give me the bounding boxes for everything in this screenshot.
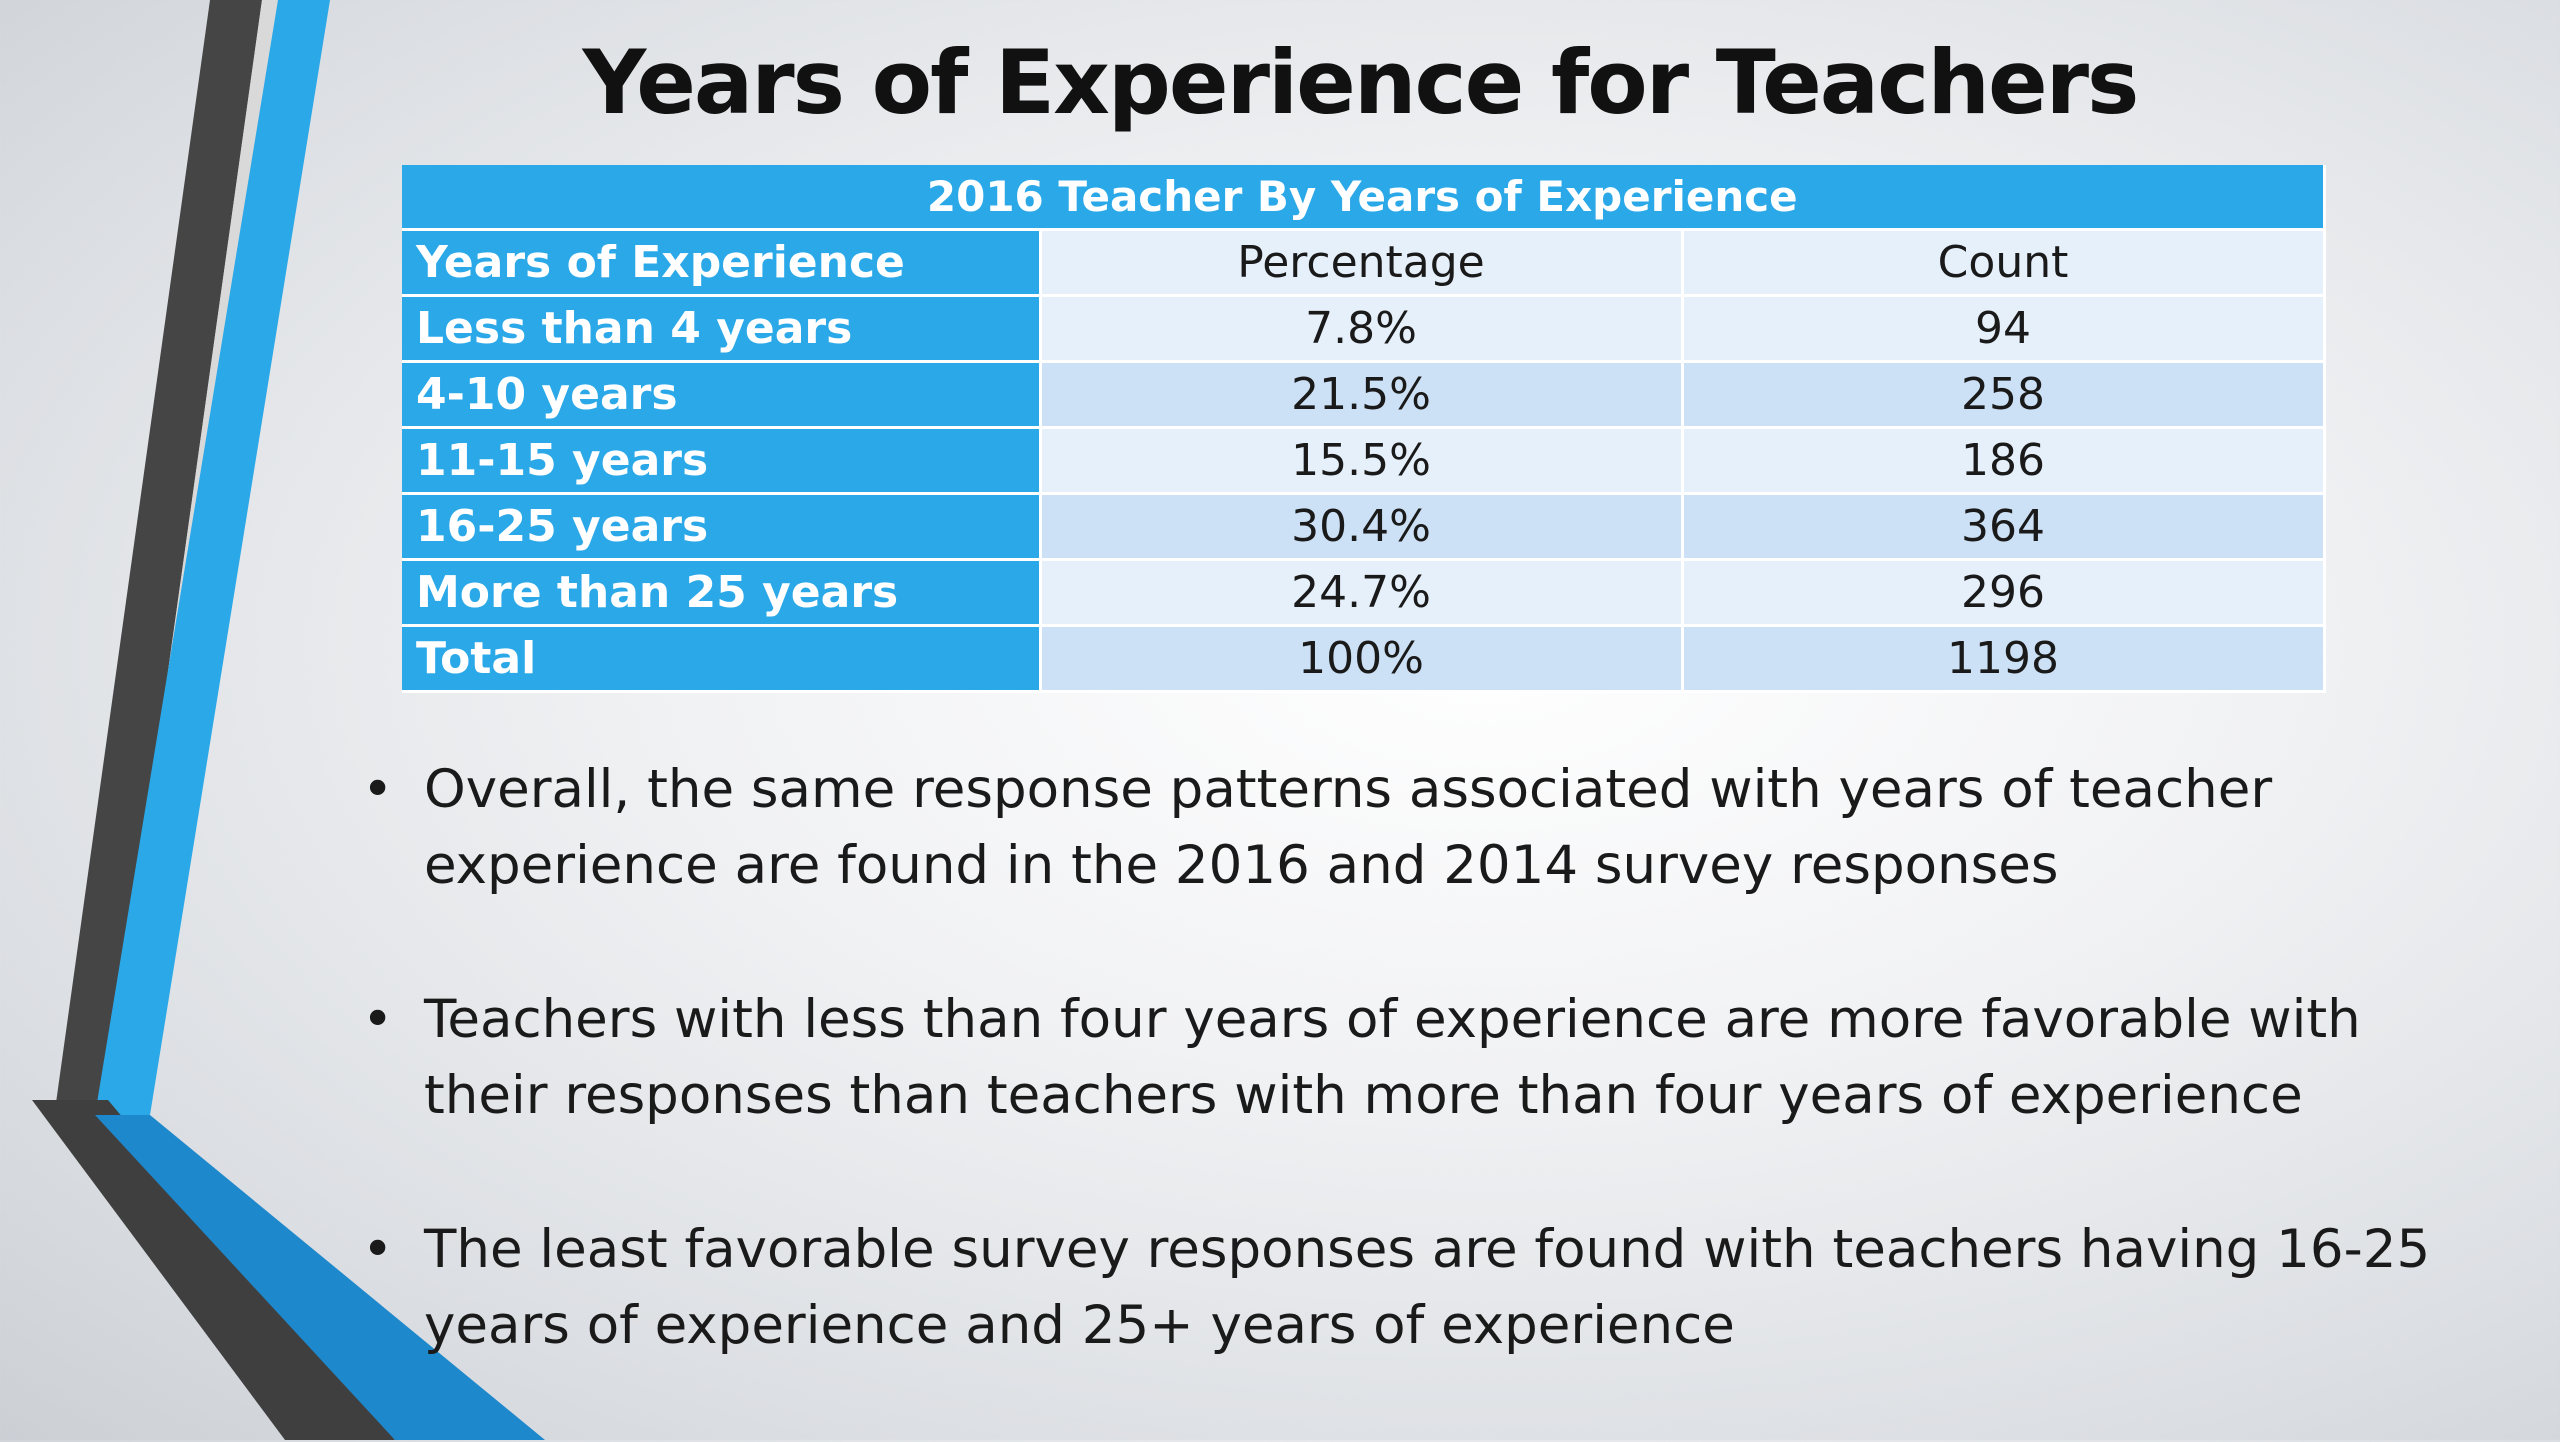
- bullet-text: Teachers with less than four years of ex…: [424, 989, 2361, 1126]
- blue-vertical-stripe: [95, 0, 330, 1115]
- row-count: 258: [1682, 361, 2326, 429]
- dark-gray-vertical-stripe: [55, 0, 262, 1110]
- bullet-text: Overall, the same response patterns asso…: [424, 759, 2273, 896]
- bullet-item: • The least favorable survey responses a…: [360, 1212, 2500, 1364]
- row-count: 364: [1682, 493, 2326, 561]
- table-total-row: Total 100% 1198: [402, 625, 2326, 693]
- bullet-list: • Overall, the same response patterns as…: [360, 752, 2500, 1442]
- row-count: 94: [1682, 295, 2326, 363]
- row-count: 1198: [1682, 625, 2326, 693]
- row-count: 296: [1682, 559, 2326, 627]
- experience-table: 2016 Teacher By Years of Experience Year…: [402, 165, 2326, 693]
- blue-diagonal-stripe: [95, 1115, 545, 1440]
- row-percentage: 100%: [1040, 625, 1684, 693]
- row-count: 186: [1682, 427, 2326, 495]
- table-row: 11-15 years 15.5% 186: [402, 427, 2326, 495]
- bullet-item: • Overall, the same response patterns as…: [360, 752, 2500, 904]
- bullet-marker: •: [362, 759, 394, 820]
- bullet-text: The least favorable survey responses are…: [424, 1219, 2431, 1356]
- bullet-marker: •: [362, 1219, 394, 1280]
- column-header-percentage: Percentage: [1040, 229, 1684, 297]
- table-row: Less than 4 years 7.8% 94: [402, 295, 2326, 363]
- column-header-count: Count: [1682, 229, 2326, 297]
- row-label: Total: [402, 625, 1042, 693]
- row-label: 16-25 years: [402, 493, 1042, 561]
- column-header-years: Years of Experience: [402, 229, 1042, 297]
- dark-gray-diagonal-stripe: [32, 1100, 395, 1440]
- table-header-row: Years of Experience Percentage Count: [402, 229, 2326, 297]
- row-percentage: 21.5%: [1040, 361, 1684, 429]
- row-percentage: 7.8%: [1040, 295, 1684, 363]
- table-row: 16-25 years 30.4% 364: [402, 493, 2326, 561]
- table-row: 4-10 years 21.5% 258: [402, 361, 2326, 429]
- page-title: Years of Experience for Teachers: [582, 31, 2140, 134]
- table-caption-row: 2016 Teacher By Years of Experience: [402, 165, 2326, 231]
- bullet-item: • Teachers with less than four years of …: [360, 982, 2500, 1134]
- row-label: Less than 4 years: [402, 295, 1042, 363]
- row-label: 4-10 years: [402, 361, 1042, 429]
- row-label: 11-15 years: [402, 427, 1042, 495]
- table-row: More than 25 years 24.7% 296: [402, 559, 2326, 627]
- bullet-marker: •: [362, 989, 394, 1050]
- row-percentage: 24.7%: [1040, 559, 1684, 627]
- row-label: More than 25 years: [402, 559, 1042, 627]
- row-percentage: 15.5%: [1040, 427, 1684, 495]
- table-caption: 2016 Teacher By Years of Experience: [402, 165, 2326, 231]
- row-percentage: 30.4%: [1040, 493, 1684, 561]
